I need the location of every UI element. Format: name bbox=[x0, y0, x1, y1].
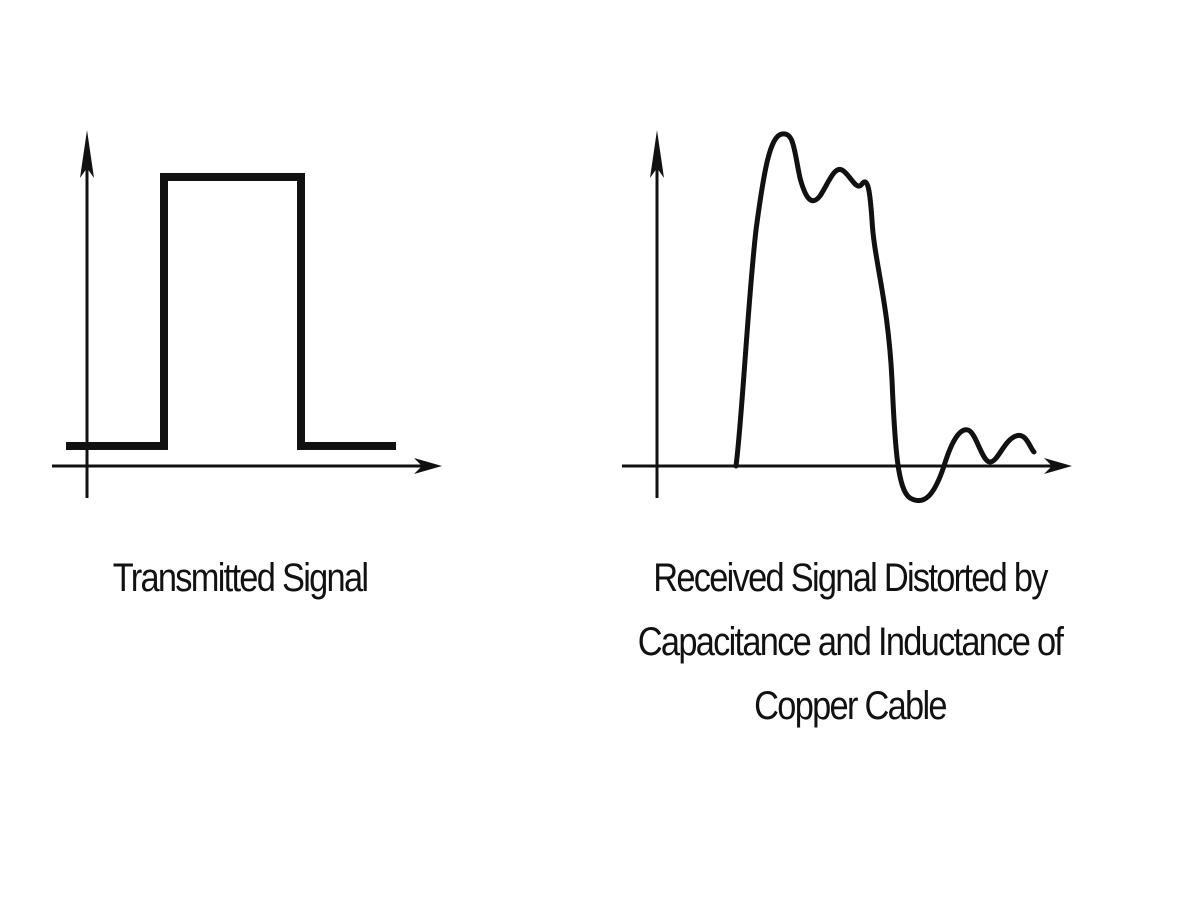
received-caption-line-1: Received Signal Distorted by bbox=[653, 556, 1048, 600]
received-caption-line-3: Copper Cable bbox=[754, 684, 947, 728]
transmitted-caption-line-1: Transmitted Signal bbox=[112, 556, 369, 600]
received-distorted-pulse bbox=[733, 131, 1037, 504]
received-y-axis-arrow bbox=[650, 130, 664, 178]
received-signal-caption: Received Signal Distorted by Capacitance… bbox=[626, 546, 1073, 738]
transmitted-x-axis-arrow bbox=[414, 458, 442, 474]
received-x-axis-arrow bbox=[1044, 458, 1072, 474]
transmitted-y-axis-arrow bbox=[80, 130, 94, 178]
transmitted-signal-panel bbox=[52, 130, 442, 498]
transmitted-square-pulse bbox=[66, 173, 396, 450]
transmitted-signal-caption: Transmitted Signal bbox=[59, 546, 420, 610]
received-caption-line-2: Capacitance and Inductance of bbox=[637, 620, 1064, 664]
received-signal-panel bbox=[622, 130, 1072, 504]
